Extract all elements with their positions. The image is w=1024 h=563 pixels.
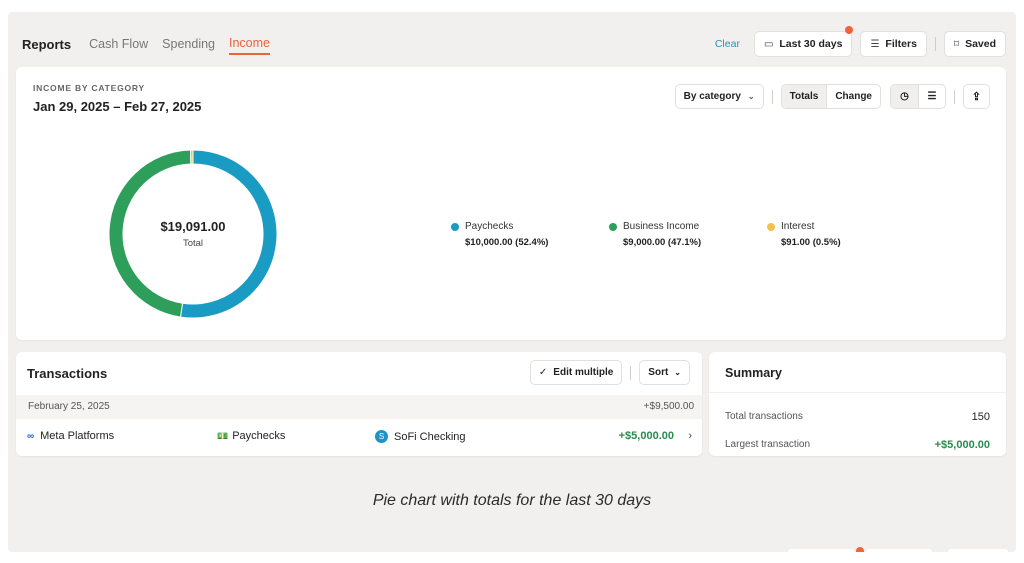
transactions-card: Transactions ✓ Edit multiple Sort ⌄ Febr…: [16, 352, 702, 456]
top-bar: Reports Cash Flow Spending Income Clear …: [8, 12, 1016, 64]
reports-title[interactable]: Reports: [22, 36, 72, 52]
report-eyebrow: INCOME BY CATEGORY: [33, 83, 146, 93]
transactions-title: Transactions: [27, 366, 108, 381]
legend-item-business-income[interactable]: Business Income $9,000.00 (47.1%): [609, 221, 767, 248]
legend-swatch: [609, 222, 617, 231]
sort-button[interactable]: Sort ⌄: [639, 360, 690, 385]
legend-label: Interest: [781, 221, 815, 232]
donut-total-label: Total: [182, 238, 204, 249]
saved-label: Saved: [965, 38, 996, 50]
divider: [771, 89, 773, 104]
transaction-date: February 25, 2025: [28, 401, 110, 412]
transaction-category[interactable]: 💵 Paychecks: [217, 430, 285, 442]
tab-income[interactable]: Income: [229, 36, 270, 55]
summary-label: Total transactions: [725, 411, 803, 422]
chart-controls: By category ⌄ Totals Change ◷ ☰ ⇪: [674, 84, 990, 109]
donut-center: $19,091.00 Total: [106, 147, 280, 321]
chevron-down-icon: ⌄: [747, 92, 755, 101]
transactions-actions: ✓ Edit multiple Sort ⌄: [529, 360, 690, 385]
legend-value: $9,000.00 (47.1%): [623, 237, 702, 248]
summary-label: Largest transaction: [725, 439, 811, 450]
chart-type-toggle: ◷ ☰: [890, 84, 946, 109]
summary-title: Summary: [725, 366, 782, 380]
peek-dot: [856, 547, 864, 552]
active-filter-dot: [845, 26, 854, 34]
calendar-icon: ▭: [763, 38, 774, 50]
donut-slice-interest[interactable]: [189, 149, 194, 165]
saved-button[interactable]: ⌑ Saved: [943, 31, 1006, 57]
money-icon: 💵: [217, 430, 229, 441]
sort-label: Sort: [648, 367, 669, 378]
legend-value: $10,000.00 (52.4%): [465, 237, 549, 248]
bookmark-icon: ⌑: [953, 38, 960, 50]
group-by-label: By category: [683, 91, 741, 102]
filters-label: Filters: [885, 38, 917, 50]
peek-element: [788, 549, 854, 552]
table-row[interactable]: ∞ Meta Platforms 💵 Paychecks S SoFi Chec…: [16, 422, 702, 452]
sofi-logo-icon: S: [375, 430, 388, 443]
totals-toggle[interactable]: Totals: [781, 85, 827, 108]
legend-item-interest[interactable]: Interest $91.00 (0.5%): [767, 221, 925, 248]
bar-chart-icon[interactable]: ☰: [918, 85, 945, 108]
mode-toggle: Totals Change: [780, 84, 881, 109]
legend-value: $91.00 (0.5%): [781, 237, 841, 248]
top-actions: Clear ▭ Last 30 days ☰ Filters ⌑ Saved: [714, 26, 1006, 57]
group-by-dropdown[interactable]: By category ⌄: [674, 84, 764, 109]
legend-label: Business Income: [623, 221, 700, 232]
transaction-account: S SoFi Checking: [375, 430, 466, 443]
check-icon: ✓: [538, 367, 548, 378]
edit-multiple-button[interactable]: ✓ Edit multiple: [529, 360, 623, 385]
filter-icon: ☰: [870, 38, 880, 50]
caption: Pie chart with totals for the last 30 da…: [372, 492, 652, 509]
income-chart-card: INCOME BY CATEGORY Jan 29, 2025 – Feb 27…: [16, 67, 1006, 340]
income-donut-chart: [108, 149, 278, 319]
transaction-date-header: February 25, 2025 +$9,500.00: [16, 395, 702, 419]
app-frame: Reports Cash Flow Spending Income Clear …: [8, 12, 1016, 552]
tab-spending[interactable]: Spending: [162, 37, 215, 51]
peek-element: [948, 549, 1008, 552]
category-name: Paychecks: [232, 430, 286, 442]
chart-legend: Paychecks $10,000.00 (52.4%) Business In…: [451, 221, 925, 248]
summary-value: 150: [971, 411, 990, 423]
account-name: SoFi Checking: [394, 430, 466, 443]
filters-button[interactable]: ☰ Filters: [860, 31, 927, 57]
date-range-label: Last 30 days: [779, 38, 843, 50]
merchant-name: Meta Platforms: [40, 430, 115, 442]
divider: [954, 89, 955, 104]
summary-card: Summary Total transactions 150 Largest t…: [709, 352, 1006, 456]
legend-item-paychecks[interactable]: Paychecks $10,000.00 (52.4%): [451, 221, 609, 248]
legend-swatch: [451, 222, 459, 231]
donut-total-value: $19,091.00: [160, 219, 226, 234]
report-nav: Reports Cash Flow Spending Income: [22, 36, 284, 55]
edit-multiple-label: Edit multiple: [553, 367, 614, 378]
export-icon[interactable]: ⇪: [963, 84, 990, 109]
legend-swatch: [767, 222, 775, 231]
chevron-down-icon: ⌄: [674, 368, 681, 377]
change-toggle[interactable]: Change: [826, 85, 880, 108]
report-date-range: Jan 29, 2025 – Feb 27, 2025: [33, 99, 202, 114]
transaction-date-total: +$9,500.00: [643, 401, 694, 412]
transaction-merchant: ∞ Meta Platforms: [27, 430, 114, 442]
peek-element: [866, 549, 932, 552]
meta-logo-icon: ∞: [27, 430, 35, 442]
divider: [934, 37, 936, 51]
summary-row-total-transactions: Total transactions 150: [725, 411, 990, 423]
summary-row-largest-transaction: Largest transaction +$5,000.00: [725, 439, 990, 451]
transaction-amount: +$5,000.00: [618, 430, 674, 442]
tab-cash-flow[interactable]: Cash Flow: [89, 37, 149, 51]
divider: [630, 365, 632, 380]
summary-value: +$5,000.00: [934, 439, 990, 451]
clear-button[interactable]: Clear: [714, 38, 740, 50]
pie-chart-icon[interactable]: ◷: [891, 85, 918, 108]
divider: [709, 392, 1006, 393]
chevron-right-icon[interactable]: ›: [688, 430, 692, 442]
legend-label: Paychecks: [465, 221, 514, 232]
date-range-button[interactable]: ▭ Last 30 days: [753, 26, 854, 57]
